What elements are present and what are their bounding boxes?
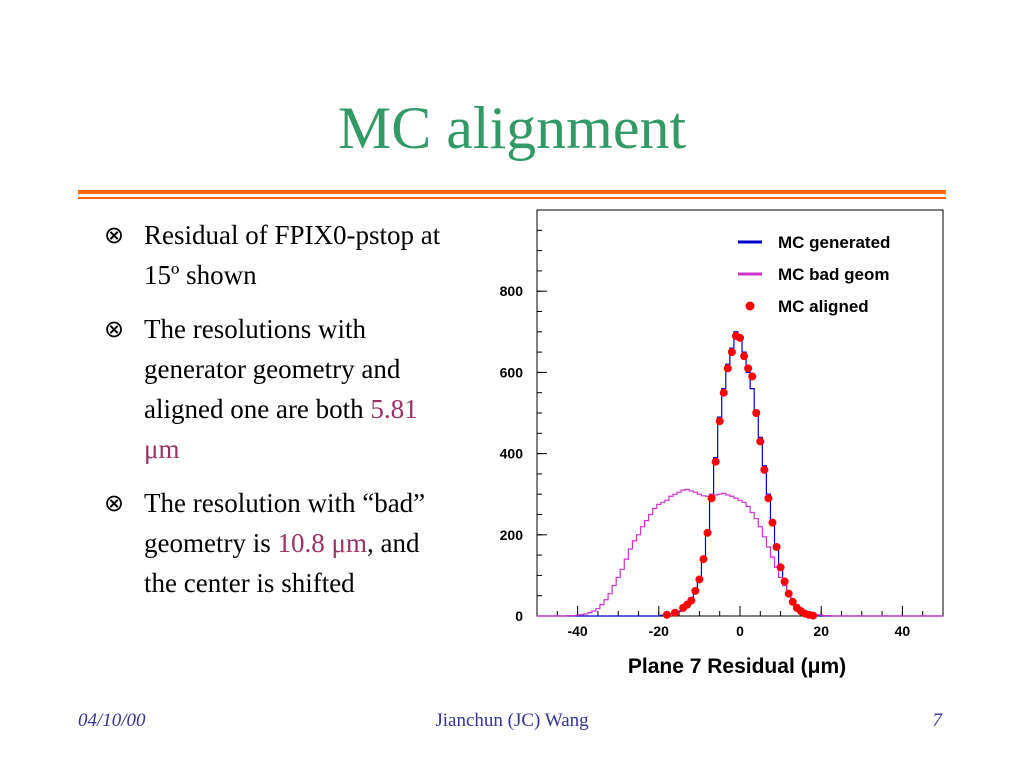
x-tick-label: -20 [649,623,669,639]
legend-label: MC bad geom [778,265,889,284]
title-divider-top [78,190,946,194]
legend-label: MC generated [778,233,890,252]
legend-label: MC aligned [778,297,869,316]
x-tick-label: 40 [895,623,911,639]
bullet-item-2: ⊗ The resolutions with generator geometr… [104,309,444,469]
data-point [760,465,769,474]
data-point [691,586,700,595]
y-tick-label: 600 [500,364,524,380]
data-point [707,494,716,503]
legend-swatch [745,301,755,311]
data-point [776,563,785,572]
legend: MC generated MC bad geom MC aligned [738,233,890,316]
data-point [671,608,680,617]
data-point [703,528,712,537]
data-point [687,596,696,605]
data-point [715,417,724,426]
data-point [788,597,797,606]
data-point [699,555,708,564]
data-point [719,388,728,397]
bullet-list: ⊗ Residual of FPIX0-pstop at 15º shown ⊗… [104,215,444,617]
slide-title: MC alignment [337,95,687,161]
x-tick-label: 20 [813,623,829,639]
data-point [662,610,671,619]
bullet-text: Residual of FPIX0-pstop at 15º shown [144,220,441,290]
data-point [780,577,789,586]
bullet-text: The resolutions with generator geometry … [144,314,401,424]
data-point [748,372,757,381]
x-axis-label: Plane 7 Residual (μm) [628,655,846,678]
series-layer [537,331,943,620]
footer-date: 04/10/00 [78,710,146,731]
x-tick-label: 0 [736,623,744,639]
plot-frame [536,209,944,617]
title-divider-bottom [78,197,946,199]
data-point [764,494,773,503]
circled-times-icon: ⊗ [104,315,125,343]
data-point [772,542,781,551]
bullet-text: The resolution with “bad” geometry is [144,488,426,558]
resolution-value: 5.81 μm [144,394,418,464]
x-tick-label: -40 [567,623,587,639]
data-point [695,575,704,584]
y-tick-label: 0 [515,608,523,624]
data-point [752,409,761,417]
y-tick-label: 400 [500,446,524,462]
resolution-value: 10.8 μm [277,528,367,558]
bullet-item-1: ⊗ Residual of FPIX0-pstop at 15º shown [104,215,444,295]
footer-author: Jianchun (JC) Wang [435,710,589,731]
data-point [740,352,749,361]
circled-times-icon: ⊗ [104,489,125,517]
data-point [756,437,765,446]
bullet-item-3: ⊗ The resolution with “bad” geometry is … [104,483,444,603]
circled-times-icon: ⊗ [104,221,125,249]
data-point [768,518,777,527]
y-tick-label: 200 [500,527,524,543]
data-point [723,364,732,373]
data-point [736,333,744,342]
data-point [727,348,736,357]
data-point [809,611,818,620]
bullet-text-tail: , and the center is shifted [144,528,420,598]
footer-page-number: 7 [932,710,943,731]
data-point [744,364,753,373]
data-point [784,589,793,598]
y-tick-label: 800 [500,283,524,299]
data-point [711,457,720,466]
